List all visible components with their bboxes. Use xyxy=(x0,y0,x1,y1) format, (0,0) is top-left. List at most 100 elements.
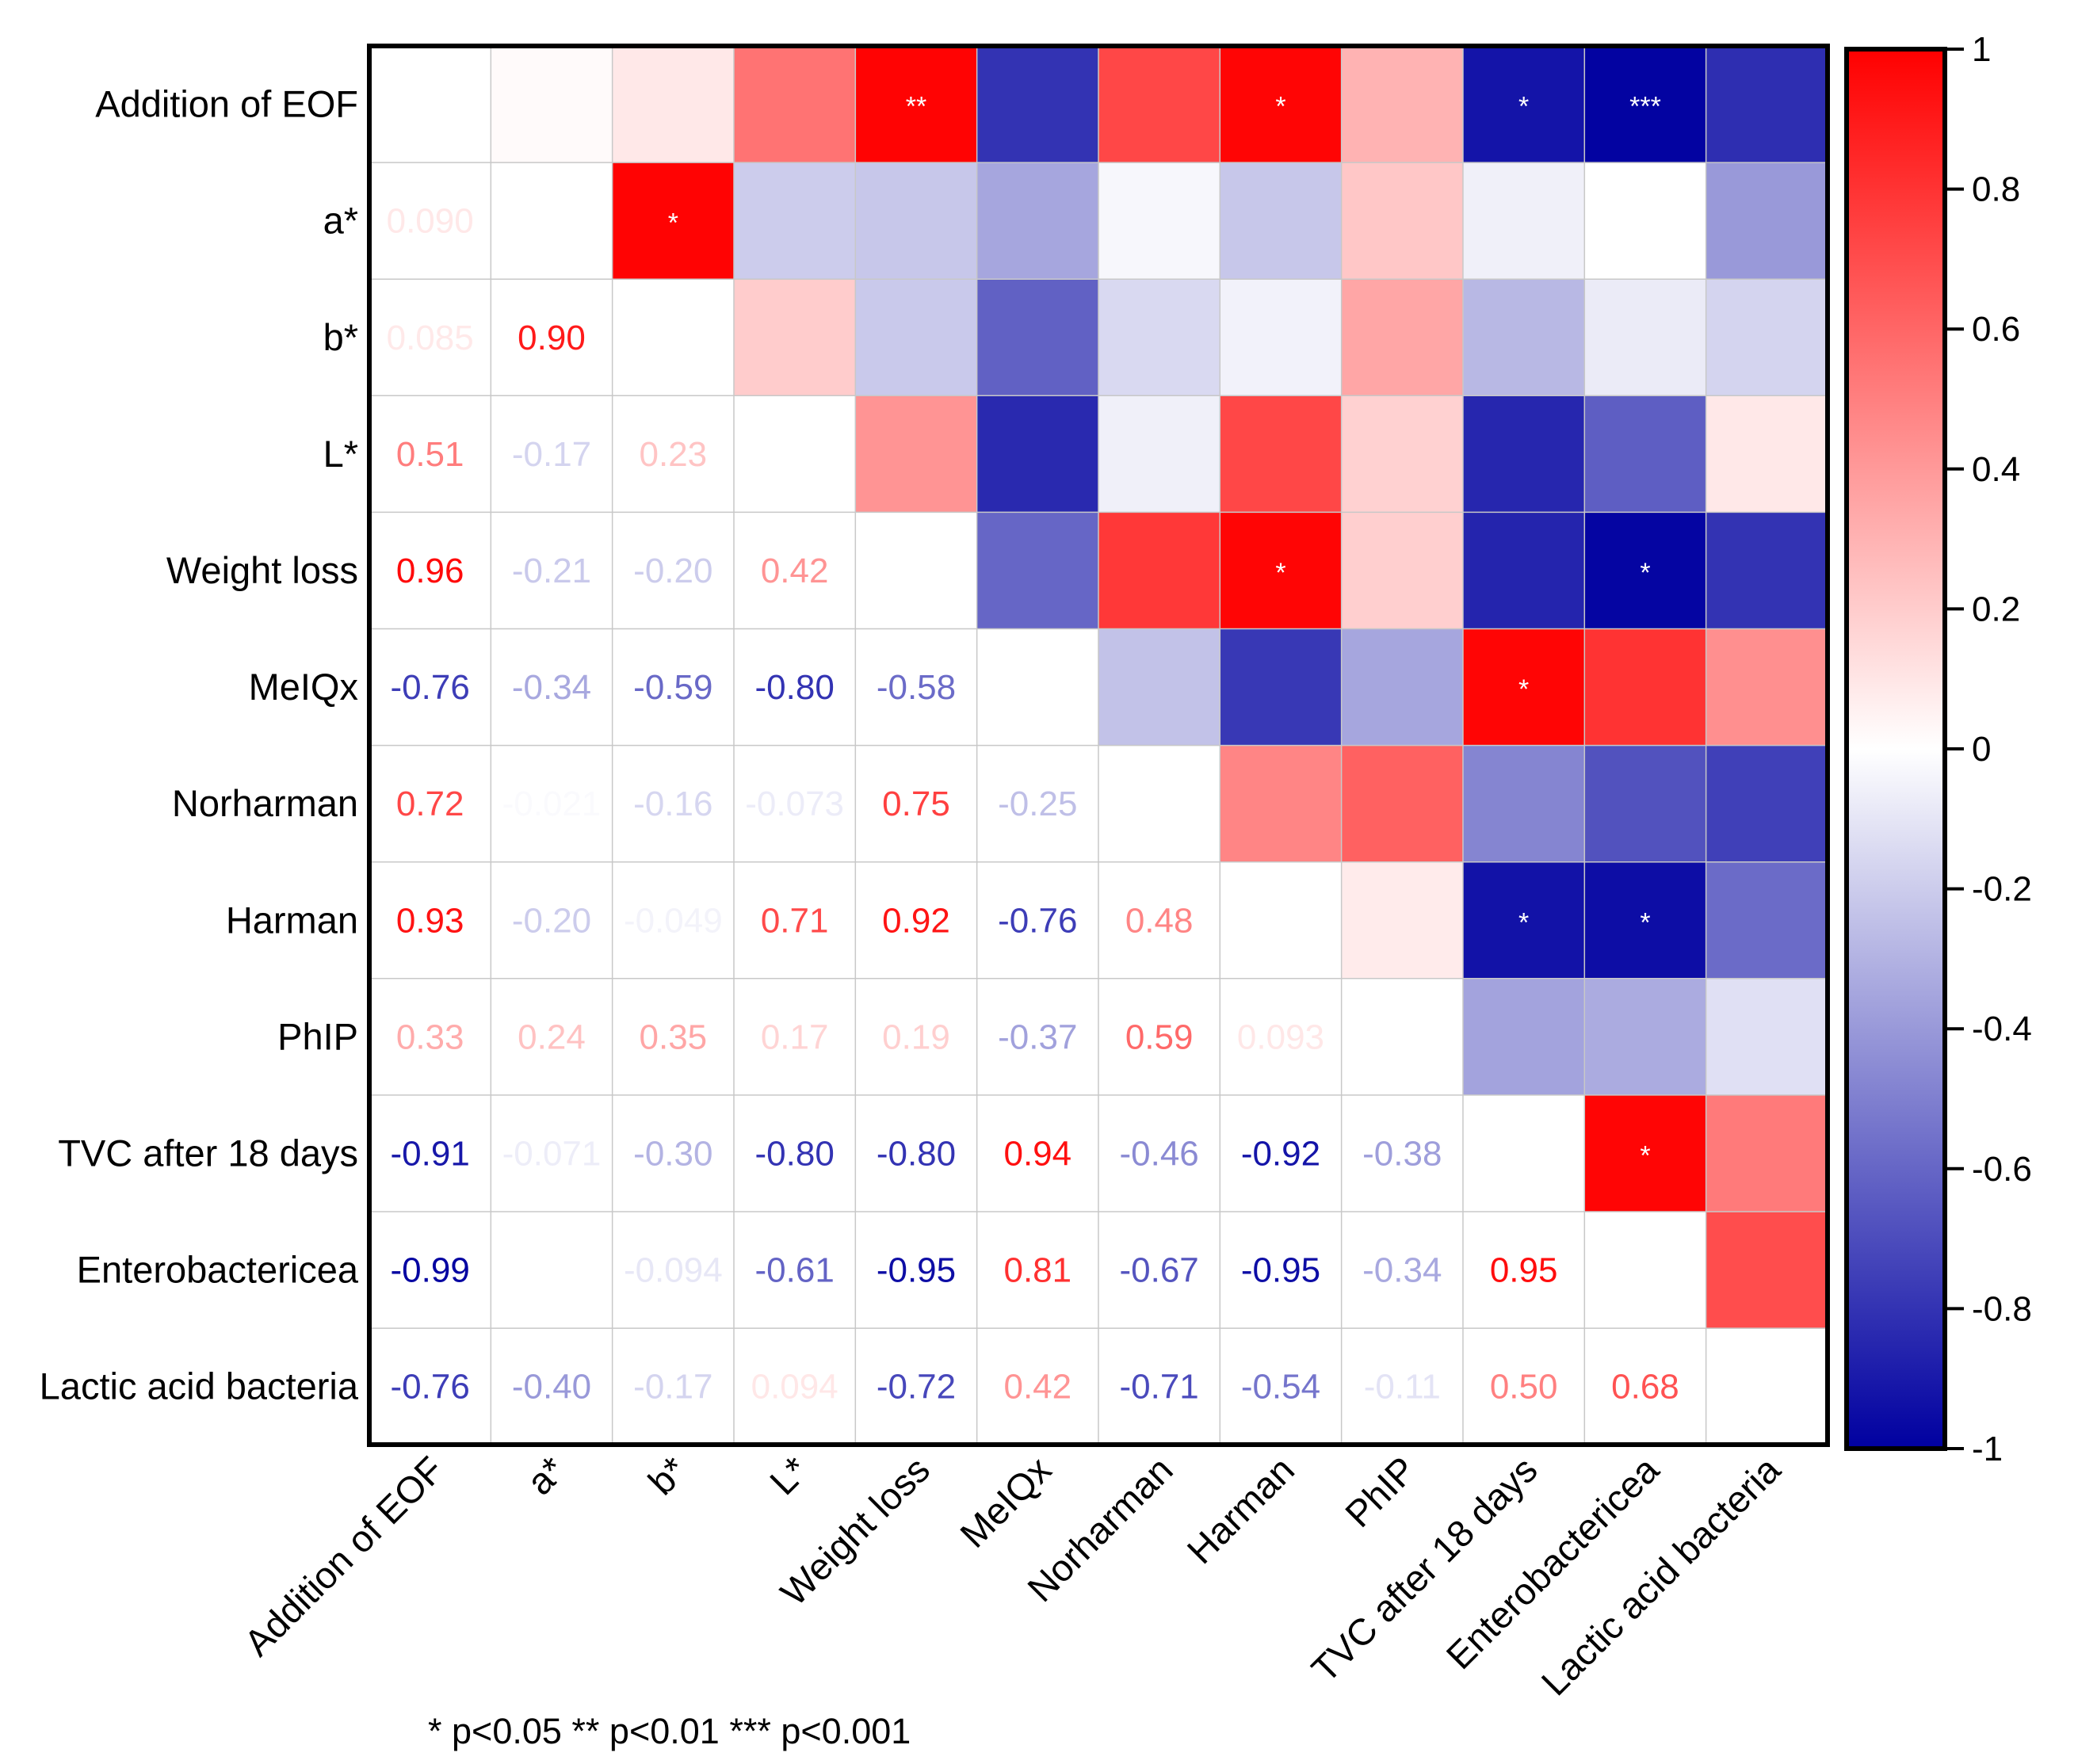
colorbar-tick-label: 0.2 xyxy=(1972,590,2020,628)
heatmap-cell xyxy=(1220,279,1343,396)
correlation-value-label: -0.80 xyxy=(755,668,835,707)
correlation-value-label: 0.93 xyxy=(396,901,464,940)
heatmap-cell xyxy=(1584,861,1707,979)
heatmap-cell xyxy=(1462,46,1585,163)
correlation-value-label: -0.92 xyxy=(1241,1134,1320,1173)
correlation-value-label: -0.37 xyxy=(998,1018,1077,1056)
correlation-value-label: -0.67 xyxy=(1119,1251,1198,1290)
significance-star: ** xyxy=(906,92,926,122)
correlation-value-label: -0.76 xyxy=(391,1368,470,1407)
heatmap-cell xyxy=(1341,279,1464,396)
column-label-lactic-acid-bacteria: Lactic acid bacteria xyxy=(1533,1448,1789,1704)
heatmap-cell xyxy=(855,395,978,513)
row-label-a: a* xyxy=(323,200,358,242)
colorbar-ticks: 1 0.8 0.6 0.4 0.2 0 -0.2 -0.4 -0.6 -0.8 -1 xyxy=(1945,30,2032,1468)
heatmap-cell xyxy=(1706,861,1828,979)
heatmap-cell xyxy=(1584,46,1707,163)
row-label-l: L* xyxy=(323,433,358,475)
correlation-value-label: 0.71 xyxy=(761,901,829,940)
heatmap-cell xyxy=(612,162,735,280)
correlation-value-label: 0.090 xyxy=(387,202,474,241)
correlation-value-label: -0.54 xyxy=(1241,1368,1320,1407)
heatmap-cell xyxy=(1341,395,1464,513)
heatmap-cell xyxy=(976,279,1099,396)
correlation-value-label: 0.17 xyxy=(761,1018,829,1056)
heatmap-cell xyxy=(1341,162,1464,280)
heatmap-cell xyxy=(1584,745,1707,863)
correlation-value-label: -0.80 xyxy=(877,1134,956,1173)
heatmap-cell xyxy=(855,279,978,396)
correlation-value-label: -0.76 xyxy=(998,901,1077,940)
heatmap-cell xyxy=(1584,978,1707,1096)
heatmap-cell xyxy=(1706,1212,1828,1329)
correlation-value-label: 0.19 xyxy=(882,1018,950,1056)
colorbar-tick-label: 0.6 xyxy=(1972,310,2020,349)
heatmap-cell xyxy=(1706,46,1828,163)
correlation-value-label: 0.75 xyxy=(882,785,950,823)
correlation-value-label: 0.68 xyxy=(1611,1368,1679,1407)
correlation-value-label: -0.58 xyxy=(877,668,956,707)
correlation-value-label: -0.094 xyxy=(624,1251,723,1290)
heatmap-cell xyxy=(491,46,613,163)
colorbar-tick-label: -0.8 xyxy=(1972,1289,2032,1328)
heatmap-cell xyxy=(976,395,1099,513)
correlation-value-label: -0.71 xyxy=(1119,1368,1198,1407)
correlation-value-label: -0.16 xyxy=(633,785,712,823)
correlation-value-label: 0.48 xyxy=(1125,901,1194,940)
heatmap-cell xyxy=(733,46,856,163)
correlation-value-label: 0.093 xyxy=(1237,1018,1324,1056)
correlation-value-label: -0.72 xyxy=(877,1368,956,1407)
colorbar-tick-label: -0.4 xyxy=(1972,1010,2032,1048)
heatmap-cell xyxy=(1220,628,1343,746)
heatmap-cell xyxy=(1341,46,1464,163)
correlation-value-label: -0.38 xyxy=(1362,1134,1442,1173)
correlation-value-label: -0.073 xyxy=(745,785,844,823)
correlation-value-label: 0.42 xyxy=(761,552,829,590)
colorbar-tick-label: 0.4 xyxy=(1972,450,2020,489)
row-label-tvc-after-18-days: TVC after 18 days xyxy=(58,1132,358,1174)
correlation-value-label: -0.11 xyxy=(1364,1368,1441,1407)
correlation-value-label: -0.34 xyxy=(1362,1251,1442,1290)
colorbar-gradient xyxy=(1844,47,1947,1451)
significance-star: * xyxy=(1275,558,1285,588)
heatmap-cell xyxy=(612,46,735,163)
row-label-weight-loss: Weight loss xyxy=(166,549,358,591)
significance-star: * xyxy=(1275,92,1285,122)
heatmap-cell xyxy=(1584,1094,1707,1212)
heatmap-cell xyxy=(1706,628,1828,746)
row-label-addition-of-eof: Addition of EOF xyxy=(95,83,358,125)
column-label-b: b* xyxy=(640,1449,694,1503)
colorbar-tick-label: -0.2 xyxy=(1972,870,2032,909)
column-label-phip: PhIP xyxy=(1337,1449,1424,1536)
correlation-value-label: -0.99 xyxy=(391,1251,470,1290)
correlation-value-label: -0.61 xyxy=(755,1251,835,1290)
heatmap-cell xyxy=(1098,46,1220,163)
heatmap-cell xyxy=(733,279,856,396)
correlation-value-label: 0.50 xyxy=(1490,1368,1558,1407)
correlation-value-label: -0.40 xyxy=(512,1368,591,1407)
correlation-value-label: 0.96 xyxy=(396,552,464,590)
heatmap-cell xyxy=(1706,512,1828,629)
heatmap-cell xyxy=(1462,512,1585,629)
heatmap-cell xyxy=(1220,162,1343,280)
correlation-value-label: 0.59 xyxy=(1125,1018,1194,1056)
heatmap-cell xyxy=(733,162,856,280)
heatmap-cell xyxy=(1098,512,1220,629)
row-label-enterobactericea: Enterobactericea xyxy=(77,1249,359,1291)
heatmap-cell xyxy=(976,162,1099,280)
significance-star: * xyxy=(1518,674,1529,704)
correlation-value-label: 0.94 xyxy=(1003,1134,1071,1173)
column-label-meiqx: MeIQx xyxy=(952,1449,1059,1556)
heatmap-cell xyxy=(1706,162,1828,280)
correlation-value-label: -0.59 xyxy=(633,668,712,707)
correlation-value-label: -0.34 xyxy=(512,668,591,707)
correlation-value-label: 0.085 xyxy=(387,319,474,357)
colorbar-tick-label: 1 xyxy=(1972,30,1991,69)
column-label-a: a* xyxy=(518,1449,573,1503)
correlation-value-label: -0.25 xyxy=(998,785,1077,823)
correlation-value-label: -0.30 xyxy=(633,1134,712,1173)
column-label-tvc-after-18-days: TVC after 18 days xyxy=(1303,1449,1545,1690)
correlation-value-label: 0.72 xyxy=(396,785,464,823)
heatmap-cell xyxy=(1584,628,1707,746)
correlation-value-label: -0.46 xyxy=(1119,1134,1198,1173)
